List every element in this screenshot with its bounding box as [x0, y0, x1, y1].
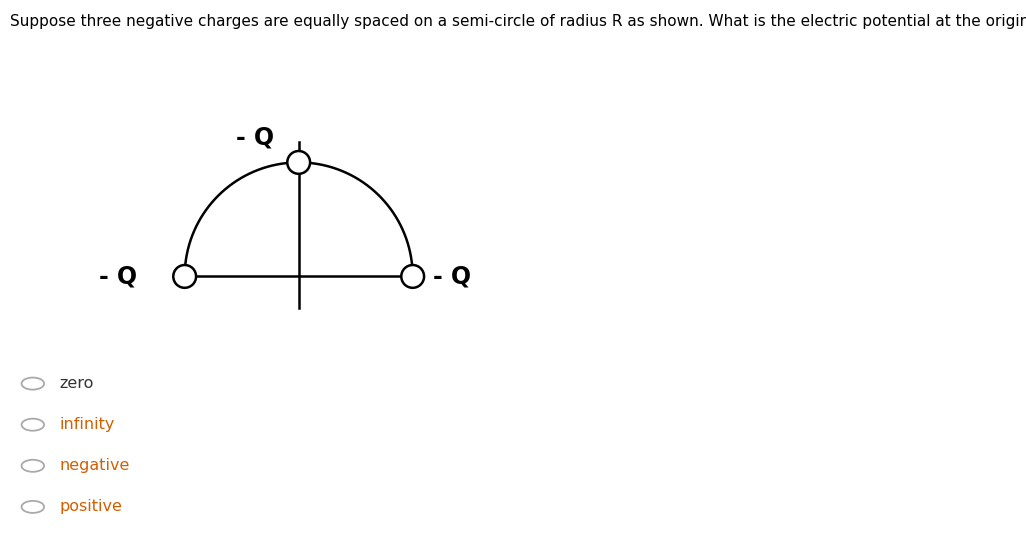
Circle shape [173, 265, 196, 288]
Text: negative: negative [60, 458, 130, 473]
Text: positive: positive [60, 499, 122, 515]
Text: - Q: - Q [100, 265, 137, 288]
Text: infinity: infinity [60, 417, 115, 432]
Text: Suppose three negative charges are equally spaced on a semi-circle of radius R a: Suppose three negative charges are equal… [10, 14, 1026, 28]
Circle shape [401, 265, 424, 288]
Text: zero: zero [60, 376, 94, 391]
Circle shape [287, 151, 310, 174]
Text: - Q: - Q [236, 125, 274, 150]
Text: - Q: - Q [433, 265, 471, 288]
